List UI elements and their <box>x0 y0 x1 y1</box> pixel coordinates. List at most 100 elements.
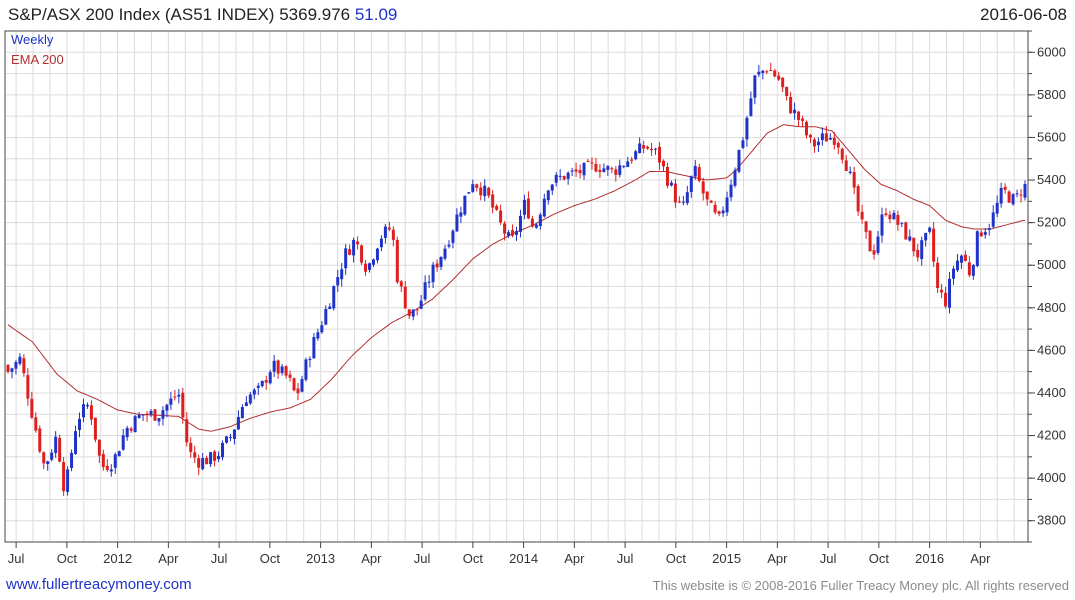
candle-body <box>820 133 824 141</box>
candle-body <box>157 418 161 422</box>
y-tick-label: 5800 <box>1037 87 1066 102</box>
candle-body <box>133 416 137 433</box>
x-tick-label: 2015 <box>712 551 741 566</box>
candle-body <box>518 215 522 232</box>
candle-body <box>137 415 141 418</box>
candle-body <box>288 374 292 378</box>
candle-body <box>177 394 181 397</box>
candle-body <box>125 427 129 438</box>
y-tick-label: 5400 <box>1037 172 1066 187</box>
candle-body <box>459 212 463 217</box>
y-tick-label: 4200 <box>1037 428 1066 443</box>
candle-body <box>391 229 395 240</box>
candle-body <box>872 250 876 255</box>
candle-body <box>308 358 312 361</box>
candle-body <box>888 214 892 220</box>
candle-body <box>364 263 368 272</box>
legend-ema-200: EMA 200 <box>11 52 64 67</box>
candle-body <box>793 109 797 114</box>
candle-body <box>42 452 46 464</box>
y-tick-label: 4400 <box>1037 385 1066 400</box>
candle-body <box>538 214 542 227</box>
x-tick-label: 2016 <box>915 551 944 566</box>
candle-body <box>940 289 944 293</box>
candle-body <box>22 358 26 374</box>
candle-body <box>324 308 328 325</box>
candle-body <box>606 166 610 170</box>
y-tick-label: 5600 <box>1037 129 1066 144</box>
candle-body <box>268 372 272 384</box>
candle-body <box>912 237 916 252</box>
x-tick-label: 2014 <box>509 551 538 566</box>
candle-body <box>876 236 880 253</box>
candle-body <box>614 169 618 175</box>
candle-body <box>511 230 515 236</box>
candle-body <box>407 309 411 316</box>
candle-body <box>975 231 979 267</box>
x-tick-label: 2013 <box>306 551 335 566</box>
candle-body <box>586 160 590 162</box>
candle-body <box>38 428 42 452</box>
candle-body <box>1011 194 1015 205</box>
candle-body <box>654 148 658 150</box>
candle-body <box>705 191 709 200</box>
candle-body <box>959 255 963 263</box>
candle-body <box>578 169 582 174</box>
candle-body <box>439 256 443 267</box>
candle-body <box>117 451 121 457</box>
website-link[interactable]: www.fullertreacymoney.com <box>6 576 192 593</box>
candle-body <box>602 168 606 172</box>
axes: 3800 4000 4200 4400 4600 4800 5000 5200 5400 5600… <box>4 30 1066 566</box>
x-tick-label: Oct <box>463 551 484 566</box>
candle-body <box>1015 193 1019 195</box>
candle-body <box>423 282 427 300</box>
candle-body <box>669 182 673 186</box>
y-tick-label: 4600 <box>1037 342 1066 357</box>
candle-body <box>757 71 761 75</box>
candle-body <box>808 134 812 138</box>
y-tick-label: 4000 <box>1037 470 1066 485</box>
y-tick-label: 4800 <box>1037 300 1066 315</box>
candle-body <box>10 368 14 372</box>
candle-body <box>419 300 423 309</box>
candle-body <box>650 148 654 151</box>
candle-body <box>908 236 912 241</box>
candle-body <box>280 366 284 374</box>
last-price: 5369.976 <box>279 5 351 24</box>
candle-body <box>403 286 407 309</box>
chart-title: S&P/ASX 200 Index (AS51 INDEX) 5369.976 … <box>8 5 397 25</box>
candle-body <box>129 428 133 431</box>
candle-body <box>677 201 681 203</box>
ema-layer <box>7 124 1025 432</box>
candle-body <box>34 417 38 431</box>
candle-body <box>427 281 431 283</box>
candle-body <box>630 159 634 161</box>
candle-body <box>880 214 884 236</box>
price-change: 51.09 <box>354 5 398 24</box>
x-tick-label: Oct <box>666 551 687 566</box>
candle-body <box>232 429 236 439</box>
candle-body <box>852 172 856 188</box>
candle-body <box>566 172 570 179</box>
candle-body <box>530 218 534 227</box>
x-tick-label: Jul <box>617 551 634 566</box>
candle-body <box>181 392 185 418</box>
candle-body <box>983 231 987 235</box>
candle-body <box>276 360 280 374</box>
candle-body <box>221 442 225 458</box>
gridlines <box>5 30 1028 543</box>
candle-body <box>443 248 447 259</box>
y-tick-label: 5000 <box>1037 257 1066 272</box>
candle-body <box>340 269 344 280</box>
candle-body <box>169 398 173 405</box>
candle-body <box>948 278 952 308</box>
candle-body <box>522 199 526 215</box>
candle-body <box>356 241 360 245</box>
candle-body <box>399 281 403 287</box>
candle-body <box>1003 186 1007 190</box>
candle-body <box>546 190 550 201</box>
candle-body <box>141 414 145 416</box>
candle-body <box>193 452 197 458</box>
candle-body <box>824 133 828 142</box>
candle-body <box>471 184 475 192</box>
